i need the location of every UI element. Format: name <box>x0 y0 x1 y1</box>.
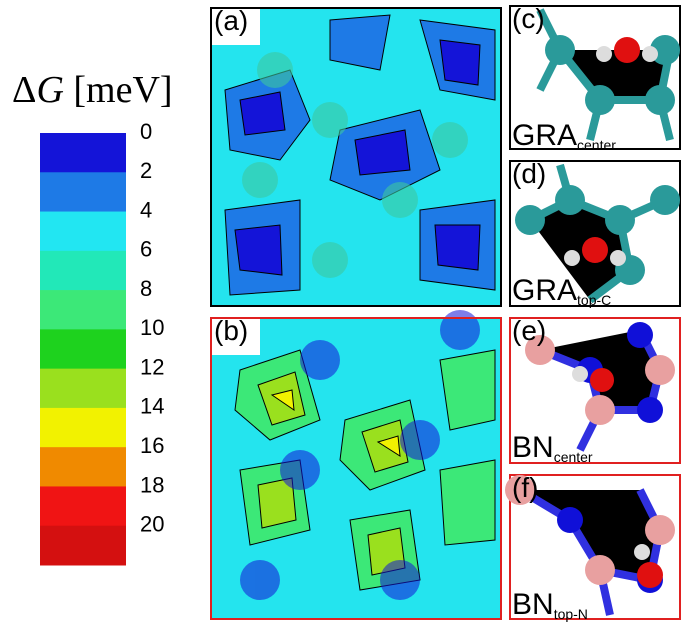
caption-text: GRA <box>512 119 577 152</box>
colorbar-segment <box>40 172 126 212</box>
tick-label: 12 <box>140 354 164 379</box>
colorbar-segment <box>40 447 126 487</box>
colorbar-segment <box>40 251 126 291</box>
panel-label: (a) <box>214 5 248 36</box>
tick-label: 6 <box>140 237 152 262</box>
panel-a <box>211 8 501 306</box>
panel-label: (c) <box>512 3 545 34</box>
caption-text: BN <box>512 431 554 464</box>
variable: G <box>36 69 63 111</box>
colorbar-segment <box>40 290 126 330</box>
panel-b <box>211 310 501 619</box>
panel-label: (e) <box>512 315 546 346</box>
panel-label: (d) <box>512 158 546 189</box>
colorbar: 0 2 4 6 8 10 12 14 16 18 20 <box>40 119 164 566</box>
figure: ΔG [meV] 0 2 4 6 8 10 12 14 16 18 20 <box>0 0 683 623</box>
caption-text: GRA <box>512 274 577 307</box>
tick-label: 8 <box>140 276 152 301</box>
caption-subscript: center <box>577 137 616 153</box>
colorbar-segment <box>40 486 126 526</box>
unit: [meV] <box>64 69 173 111</box>
colorbar-segment <box>40 408 126 448</box>
tick-label: 16 <box>140 433 164 458</box>
tick-label: 4 <box>140 197 152 222</box>
tick-label: 2 <box>140 158 152 183</box>
tick-label: 14 <box>140 394 164 419</box>
tick-label: 20 <box>140 512 164 537</box>
colorbar-segment <box>40 369 126 409</box>
caption-text: BN <box>512 588 554 621</box>
panel-label: (b) <box>214 315 248 346</box>
tick-label: 18 <box>140 472 164 497</box>
colorbar-title: ΔG [meV] <box>12 69 173 111</box>
panel-label: (f) <box>512 472 538 503</box>
caption-subscript: top-N <box>554 606 588 622</box>
caption-subscript: center <box>554 449 593 465</box>
caption-subscript: top-C <box>577 292 611 308</box>
delta: Δ <box>12 69 36 111</box>
colorbar-segment <box>40 212 126 252</box>
colorbar-segment <box>40 133 126 173</box>
colorbar-segment <box>40 329 126 369</box>
tick-label: 10 <box>140 315 164 340</box>
colorbar-segment <box>40 526 126 566</box>
tick-label: 0 <box>140 119 152 144</box>
